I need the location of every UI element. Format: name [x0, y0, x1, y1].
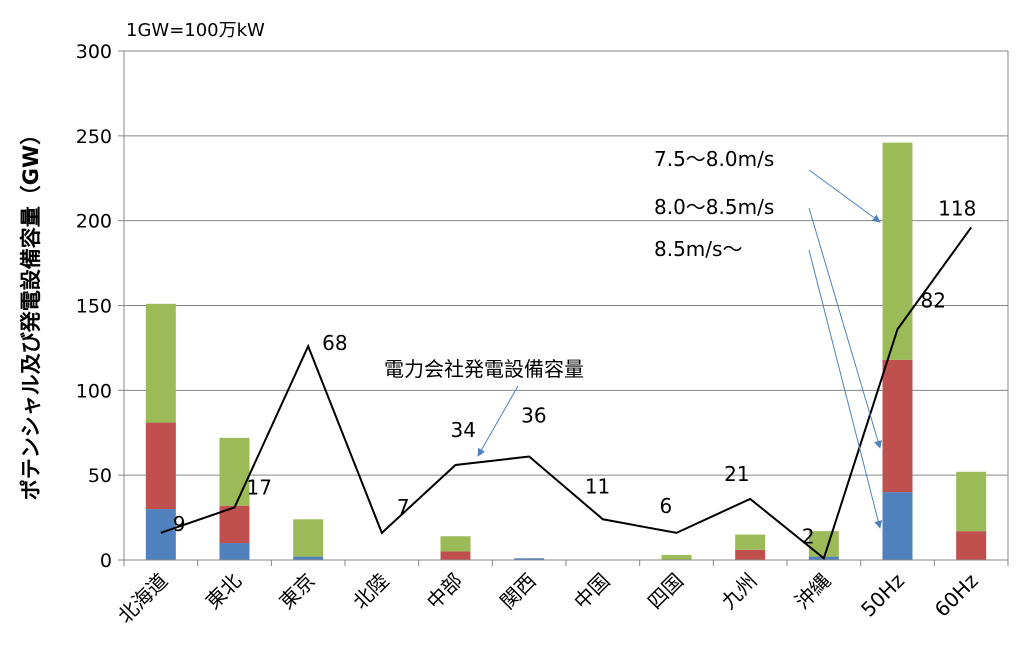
line-data-label: 68: [322, 331, 347, 355]
line-data-label: 2: [802, 524, 815, 548]
bar-segment: [882, 492, 913, 560]
y-tick-label: 100: [76, 380, 112, 402]
unit-note: 1GW=100万kW: [126, 20, 265, 41]
bar-segment: [735, 549, 766, 560]
bar-segment: [440, 551, 471, 560]
callout-arrow: [808, 249, 883, 529]
bar-segment: [882, 359, 913, 493]
x-tick-label: 関西: [495, 569, 540, 614]
bar-segment: [882, 142, 913, 360]
line-data-label: 7: [397, 495, 410, 519]
bar-segment: [661, 554, 692, 560]
x-tick-label: 四国: [643, 569, 688, 614]
y-tick-label: 200: [76, 211, 112, 233]
gridlines: [124, 50, 1008, 476]
bar-segment: [219, 437, 250, 506]
line-data-label: 6: [660, 494, 673, 518]
bar-segment: [145, 422, 176, 510]
x-tick-label: 中国: [569, 569, 614, 614]
x-tick-label: 沖縄: [790, 569, 835, 614]
bar-segment: [514, 558, 545, 560]
line-data-label: 9: [173, 512, 186, 536]
axes: 0 50 100 150 200 250 300 北海道 東北 東京 北陸 中部 関西 中国 四国 九州 沖縄 5…: [76, 41, 1009, 628]
bars: [145, 142, 987, 560]
x-tick-label: 東京: [274, 569, 319, 614]
bar-segment: [145, 303, 176, 423]
bar-segment: [956, 531, 987, 560]
callout-arrow: [477, 385, 519, 457]
y-tick-label: 0: [100, 550, 112, 572]
bar-segment: [293, 556, 324, 560]
bar-segment: [956, 471, 987, 532]
bar-segment: [219, 505, 250, 544]
bar-segment: [808, 531, 839, 557]
x-tick-label: 九州: [716, 569, 761, 614]
x-tick-label: 東北: [201, 569, 246, 614]
line-data-label: 17: [247, 475, 272, 499]
x-tick-label: 北海道: [113, 569, 172, 628]
bar-segment: [145, 509, 176, 560]
legend-callout-label: 8.5m/s〜: [654, 237, 742, 261]
bar-segment: [440, 536, 471, 552]
x-tick-label: 50Hz: [856, 569, 909, 622]
data-labels: 9 17 68 7 34 36 11 6 21 2 82 118: [173, 196, 977, 548]
y-tick-label: 250: [76, 126, 112, 148]
line-callout-label: 電力会社発電設備容量: [384, 357, 584, 381]
bar-segment: [219, 543, 250, 560]
capacity-line-path: [160, 226, 972, 560]
line-data-label: 82: [921, 288, 946, 312]
line-data-label: 34: [451, 418, 476, 442]
capacity-line: [160, 226, 972, 560]
y-tick-label: 50: [88, 465, 112, 487]
bar-segment: [735, 534, 766, 550]
line-data-label: 11: [585, 474, 610, 498]
legend-callout-label: 7.5〜8.0m/s: [654, 147, 774, 171]
line-data-label: 36: [521, 404, 546, 428]
callout-arrow: [808, 207, 882, 449]
x-tick-label: 中部: [422, 569, 467, 614]
legend-callout-label: 8.0〜8.5m/s: [654, 195, 774, 219]
line-data-label: 118: [938, 196, 976, 220]
y-tick-label: 300: [76, 41, 112, 63]
bar-segment: [293, 519, 324, 557]
annotations: 7.5〜8.0m/s 8.0〜8.5m/s 8.5m/s〜電力会社発電設備容量: [384, 147, 883, 529]
y-tick-label: 150: [76, 296, 112, 318]
x-tick-label: 60Hz: [930, 569, 983, 622]
x-tick-label: 北陸: [348, 569, 393, 614]
callout-arrow: [808, 169, 881, 223]
line-data-label: 21: [724, 462, 749, 486]
y-axis-label: ポテンシャル及び発電設備容量（GW）: [19, 124, 43, 500]
